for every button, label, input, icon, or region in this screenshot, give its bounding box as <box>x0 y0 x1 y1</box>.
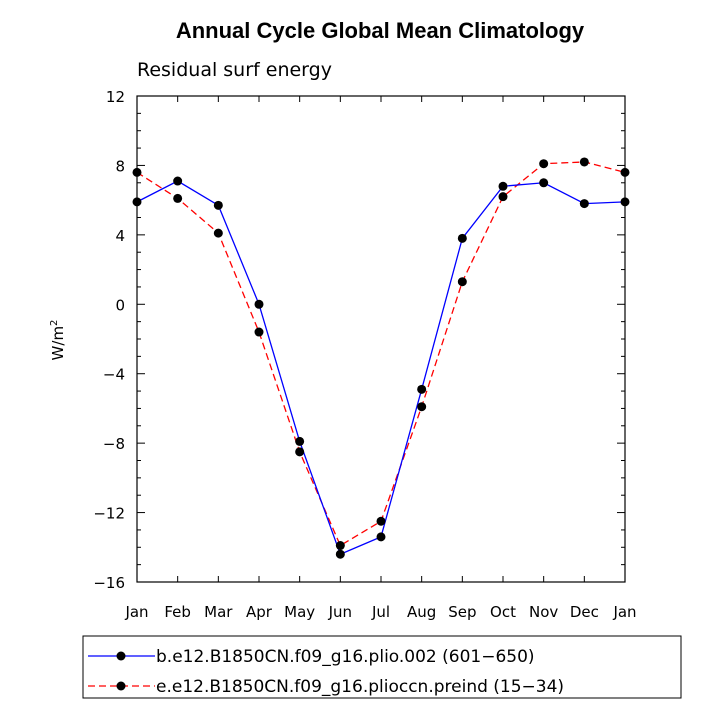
legend-marker-1 <box>116 681 126 691</box>
series-1-point <box>132 167 142 177</box>
series-1-point <box>335 541 345 551</box>
series-1-point <box>295 447 305 457</box>
legend-item-0: b.e12.B1850CN.f09_g16.plio.002 (601−650) <box>88 647 535 667</box>
series-0-point <box>620 197 630 207</box>
series-1-point <box>417 402 427 412</box>
legend-item-1: e.e12.B1850CN.f09_g16.plioccn.preind (15… <box>88 677 564 697</box>
series-0-point <box>579 199 589 209</box>
series-line-0 <box>136 180 626 556</box>
x-tick-label: Sep <box>448 603 476 621</box>
series-1-point <box>254 327 264 337</box>
series-0-point <box>335 549 345 559</box>
y-tick-label: −12 <box>93 505 125 523</box>
y-axis-label-text: W/m <box>49 326 67 361</box>
y-tick-label: 8 <box>115 157 125 175</box>
chart-subtitle: Residual surf energy <box>137 59 332 81</box>
series-1-point <box>173 193 183 203</box>
x-tick-label: Dec <box>570 603 599 621</box>
x-tick-label: Jan <box>612 603 636 621</box>
series-1-point <box>498 192 508 202</box>
series-1-point <box>579 157 589 167</box>
x-tick-label: Jan <box>124 603 148 621</box>
x-tick-label: Nov <box>529 603 558 621</box>
legend-label-1: e.e12.B1850CN.f09_g16.plioccn.preind (15… <box>156 677 564 697</box>
series-0-point <box>498 181 508 191</box>
series-0-point <box>376 532 386 542</box>
series-0-point <box>173 176 183 186</box>
y-tick-label: −8 <box>103 435 125 453</box>
y-tick-label: 12 <box>106 88 125 106</box>
series-0-point <box>213 200 223 210</box>
series-0-point <box>539 178 549 188</box>
series-1-point <box>457 277 467 287</box>
y-tick-label: −16 <box>93 574 125 592</box>
x-tick-label: Oct <box>490 603 516 621</box>
x-tick-label: Jul <box>371 603 390 621</box>
legend-label-0: b.e12.B1850CN.f09_g16.plio.002 (601−650) <box>156 647 535 667</box>
series-1-point <box>376 516 386 526</box>
y-axis-label: W/m2 <box>49 320 67 361</box>
y-axis-label-superscript: 2 <box>49 320 60 326</box>
y-axis: 12 8 4 0 −4 −8 −12 −16 <box>93 88 625 592</box>
chart-title: Annual Cycle Global Mean Climatology <box>176 18 585 43</box>
series-1-point <box>620 167 630 177</box>
x-tick-label: Mar <box>204 603 233 621</box>
series-1-point <box>539 159 549 169</box>
x-tick-label: May <box>284 603 315 621</box>
legend-marker-0 <box>116 651 126 661</box>
y-tick-label: 0 <box>115 296 125 314</box>
legend-box <box>82 635 682 699</box>
series-0-point <box>457 233 467 243</box>
series-1-point <box>213 228 223 238</box>
x-tick-label: Feb <box>164 603 191 621</box>
plot-frame <box>136 95 626 583</box>
series-0-point <box>254 299 264 309</box>
x-tick-label: Jun <box>328 603 352 621</box>
series-0-point <box>295 436 305 446</box>
y-tick-label: −4 <box>103 366 125 384</box>
x-tick-label: Aug <box>407 603 436 621</box>
series-line-1 <box>136 161 626 547</box>
x-axis: Jan Feb Mar Apr May Jun Jul Aug Sep Oct Nov Dec Jan <box>124 96 637 621</box>
series-layer <box>132 157 630 559</box>
x-tick-label: Apr <box>246 603 273 621</box>
series-0-point <box>417 384 427 394</box>
y-tick-label: 4 <box>115 227 125 245</box>
series-0-point <box>132 197 142 207</box>
